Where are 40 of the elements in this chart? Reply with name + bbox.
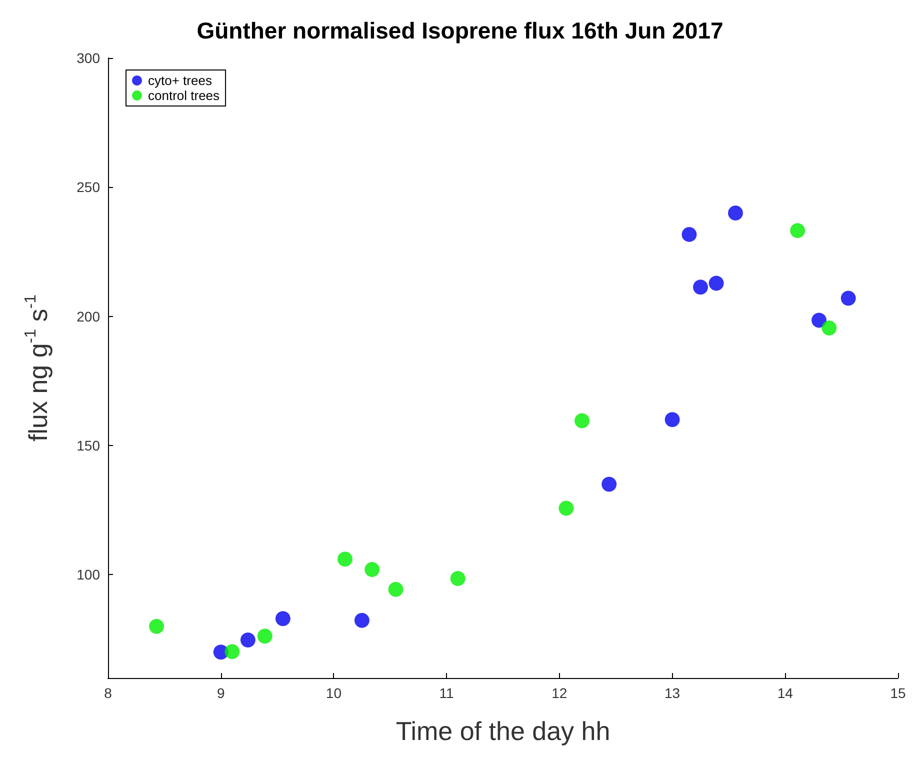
point [338,552,352,567]
point [450,571,466,586]
point [240,632,256,648]
point [257,628,272,644]
point [822,320,837,336]
y-tick-label: 250 [76,179,100,196]
x-tick-label: 14 [777,685,794,701]
point [812,312,826,328]
x-tick-label: 12 [552,685,568,701]
x-tick-label: 13 [664,685,680,701]
legend-label: cyto+ trees [148,73,212,88]
x-tick-label: 8 [104,685,112,701]
point [840,290,856,306]
point [790,223,806,238]
point [664,412,680,428]
x-tick-label: 9 [216,685,225,701]
y-tick-label: 200 [76,308,100,324]
point [275,611,290,626]
y-tick-label: 100 [76,566,100,583]
y-axis-title: flux ng g-1 s-1 [22,294,53,442]
point [708,276,724,291]
point [602,476,617,492]
x-axis-title: Time of the day hh [396,716,610,746]
point [354,612,370,628]
point [224,644,240,660]
point [682,226,697,242]
x-tick-label: 10 [326,685,342,701]
point [149,618,164,634]
y-tick-label: 150 [76,438,100,454]
legend-label: control trees [148,88,220,103]
point [364,562,380,577]
x-tick-label: 11 [439,685,454,701]
chart-title: Günther normalised Isoprene flux 16th Jun 2017 [196,18,724,44]
point [558,500,574,516]
point [693,280,708,295]
point [574,413,590,428]
y-tick-label: 300 [76,50,100,66]
point [388,582,404,597]
point [728,206,743,220]
x-tick-label: 15 [890,685,906,701]
